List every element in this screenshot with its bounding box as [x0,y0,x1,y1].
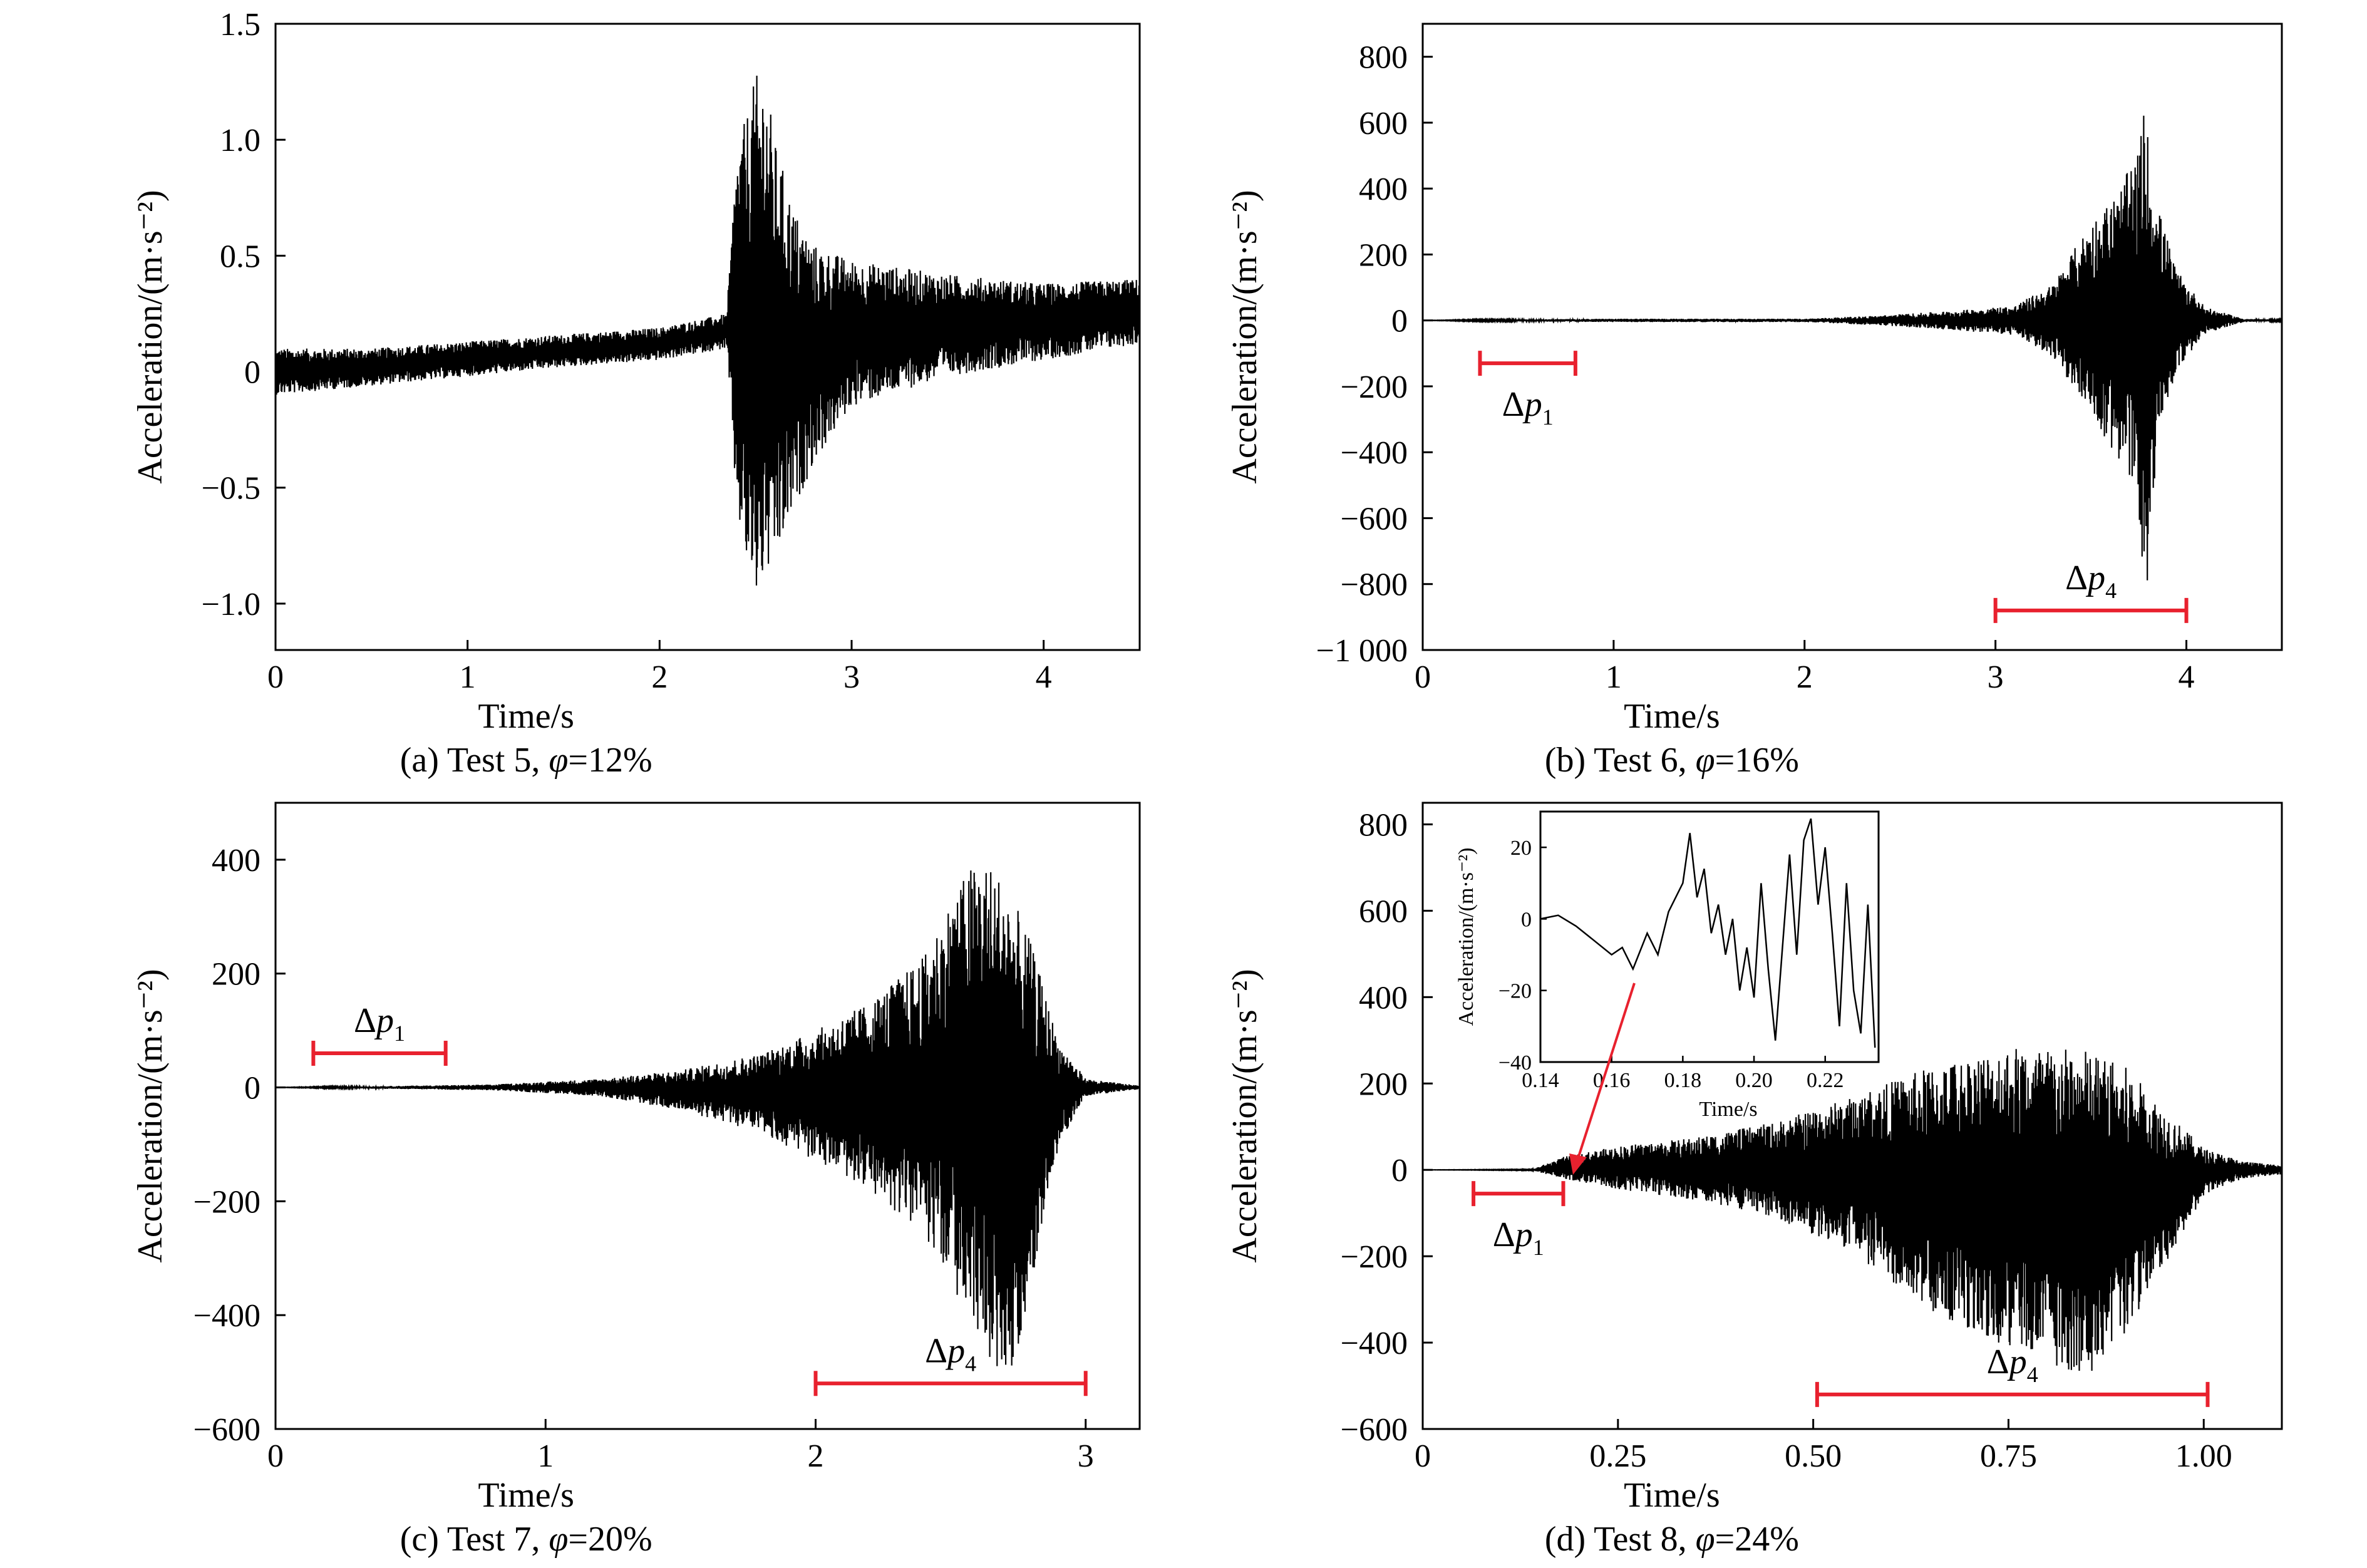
inset-x-tick-label: 0.14 [1522,1069,1559,1092]
y-tick-label: 0 [1391,1153,1408,1189]
signal-trace-panel-c [276,870,1141,1366]
y-tick-label: 1.5 [220,7,260,43]
x-axis-label: Time/s [1624,697,1720,736]
signal-trace-panel-b [1423,115,2283,580]
x-tick-label: 0.25 [1589,1438,1646,1474]
panel-caption: (d) Test 8, φ=24% [1545,1520,1799,1559]
plot-frame [1421,802,2283,1430]
panel-caption: (a) Test 5, φ=12% [400,741,652,780]
inset-x-tick-label: 0.20 [1735,1069,1773,1092]
delta-p-label: Δp4 [2065,559,2117,603]
y-tick-label: −1.0 [202,587,260,622]
y-tick-label: 0 [244,355,260,391]
y-tick-label: −1 000 [1316,633,1408,669]
panel-a: 0 1 2 3 4 −1.0 −0.5 0 0.5 1.0 1.5 Time/s Acceleratio… [131,7,1141,780]
inset-x-axis-label: Time/s [1699,1098,1757,1121]
inset-chart: 0.14 0.16 0.18 0.20 0.22 −40 −20 0 20 Time/s Accel… [1455,810,1880,1175]
delta-p-label: Δp1 [1502,385,1554,430]
y-tick-label: 600 [1359,106,1408,142]
signal-trace-panel-d [1423,1049,2283,1371]
inset-y-tick-label: 0 [1521,908,1532,931]
panel-d: 0 0.25 0.50 0.75 1.00−600−400−20002004006008… [1225,802,2283,1559]
x-tick-label: 0 [1415,1438,1431,1474]
x-tick-label: 0 [267,1438,284,1474]
y-tick-label: −400 [1341,435,1408,471]
delta-p-label: Δp1 [1493,1215,1544,1260]
y-tick-label: 400 [1359,980,1408,1016]
inset-pointer-arrowhead [1569,1153,1587,1175]
y-axis-label: Acceleration/(m·s⁻²) [1225,190,1264,483]
y-axis-label: Acceleration/(m·s⁻²) [131,190,170,483]
inset-x-tick-label: 0.16 [1593,1069,1631,1092]
y-axis-label: Acceleration/(m·s⁻²) [131,969,170,1262]
y-tick-label: −200 [1341,369,1408,405]
x-tick-label: 1 [460,659,476,695]
y-tick-label: 800 [1359,807,1408,843]
delta-p-label: Δp4 [1987,1343,2038,1387]
x-tick-label: 0.50 [1785,1438,1842,1474]
y-tick-label: 0 [244,1071,260,1106]
inset-y-tick-label: 20 [1510,837,1532,860]
x-tick-label: 3 [1078,1438,1094,1474]
panel-c: 0 1 2 3 −600 −400 −200 0 200 400 Time/s Acceleratio… [131,802,1141,1559]
inset-y-axis-label: Acceleration/(m·s⁻²) [1455,848,1478,1026]
y-tick-label: 0.5 [220,239,260,274]
y-tick-label: 200 [212,957,260,993]
inset-y-tick-label: −40 [1498,1051,1532,1075]
y-tick-label: 0 [1391,304,1408,339]
plot-frame [274,23,1141,651]
y-tick-label: 200 [1359,1066,1408,1102]
y-tick-label: 200 [1359,237,1408,273]
inset-x-tick-label: 0.18 [1664,1069,1702,1092]
x-tick-label: 4 [1036,659,1052,695]
y-tick-label: −0.5 [202,471,260,507]
panel-caption: (b) Test 6, φ=16% [1545,741,1799,780]
y-tick-label: −600 [1341,501,1408,537]
y-tick-label: −800 [1341,567,1408,603]
y-tick-label: 800 [1359,40,1408,76]
y-tick-label: −600 [193,1412,260,1448]
x-tick-label: 1 [1606,659,1622,695]
x-axis-label: Time/s [1624,1476,1720,1515]
y-tick-label: −200 [1341,1239,1408,1275]
x-tick-label: 2 [1797,659,1813,695]
y-tick-label: 400 [212,843,260,879]
x-tick-label: 0.75 [1980,1438,2037,1474]
x-tick-label: 0 [267,659,284,695]
inset-frame [1539,810,1880,1063]
panel-b: 0 1 2 3 4 −1 000 −800 −600 −400 −200 0 200 400 600 800… [1225,23,2283,780]
x-tick-label: 1 [537,1438,554,1474]
y-tick-label: −600 [1341,1412,1408,1448]
y-tick-label: 400 [1359,172,1408,207]
delta-p-label: Δp1 [354,1001,405,1046]
panel-caption: (c) Test 7, φ=20% [400,1520,652,1559]
x-axis-label: Time/s [478,1476,574,1515]
x-axis-label: Time/s [478,697,574,736]
y-tick-label: −200 [193,1184,260,1220]
x-tick-label: 3 [1988,659,2004,695]
plot-frame [274,802,1141,1430]
y-tick-label: −400 [1341,1326,1408,1361]
signal-trace-panel-a [274,75,1141,586]
x-tick-label: 0 [1415,659,1431,695]
x-tick-label: 2 [651,659,668,695]
plot-frame [1421,23,2283,651]
x-tick-label: 4 [2179,659,2195,695]
inset-x-tick-label: 0.22 [1807,1069,1844,1092]
delta-p-label: Δp4 [925,1331,976,1376]
y-tick-label: 1.0 [220,123,260,158]
inset-y-tick-label: −20 [1498,980,1532,1003]
y-tick-label: 600 [1359,894,1408,929]
inset-pointer-arrow [1577,983,1636,1159]
x-tick-label: 1.00 [2175,1438,2232,1474]
y-axis-label: Acceleration/(m·s⁻²) [1225,969,1264,1262]
inset-trace [1540,818,1876,1048]
x-tick-label: 2 [808,1438,824,1474]
y-tick-label: −400 [193,1298,260,1334]
x-tick-label: 3 [843,659,860,695]
